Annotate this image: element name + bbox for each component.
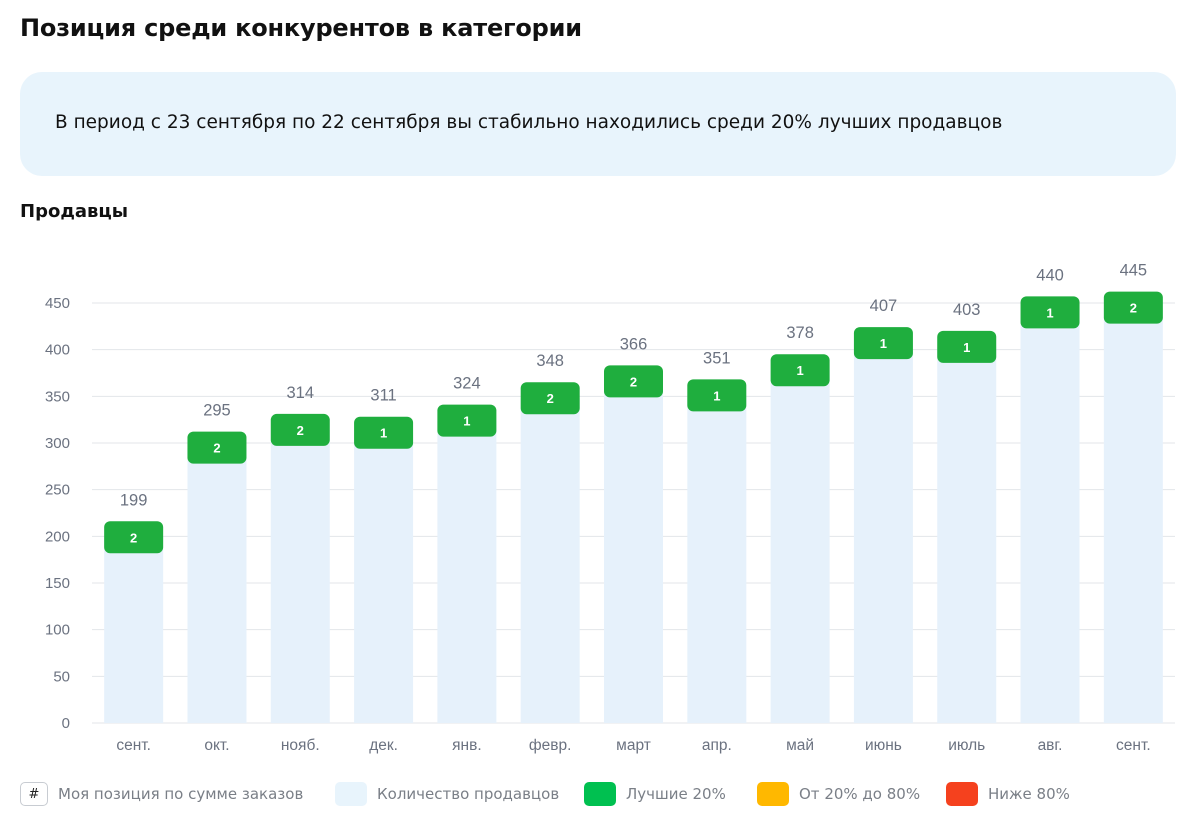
rank-badge-label: 2: [297, 423, 304, 438]
bar: [937, 346, 997, 723]
legend-item-low[interactable]: Ниже 80%: [946, 782, 1070, 806]
y-tick-label: 200: [45, 528, 70, 545]
legend-label-mid: От 20% до 80%: [799, 785, 921, 803]
bar-value-label: 445: [1120, 262, 1148, 280]
rank-badge: [853, 327, 913, 360]
rank-badge: [937, 330, 997, 363]
bar: [604, 381, 663, 723]
legend-label-my-position: Моя позиция по сумме заказов: [58, 785, 304, 803]
x-tick-label: нояб.: [281, 737, 320, 754]
rank-badge: [354, 416, 414, 449]
rank-badge: [687, 379, 747, 412]
x-tick-label: март: [616, 737, 651, 754]
bar: [1103, 307, 1163, 723]
y-tick-label: 150: [45, 575, 70, 592]
x-tick-label: май: [786, 737, 814, 754]
bar-value-label: 324: [453, 375, 481, 393]
bar: [853, 343, 913, 723]
bar-value-label: 314: [287, 384, 315, 402]
bar-value-label: 295: [203, 402, 231, 420]
rank-badge-label: 2: [130, 530, 137, 545]
x-tick-label: авг.: [1038, 737, 1063, 754]
bar: [687, 395, 747, 723]
bar-value-label: 407: [870, 297, 898, 315]
x-tick-label: февр.: [529, 737, 572, 754]
legend-item-mid[interactable]: От 20% до 80%: [757, 782, 920, 806]
bar: [437, 420, 497, 723]
x-tick-label: янв.: [452, 737, 482, 754]
rank-badge-label: 1: [880, 336, 887, 351]
y-tick-label: 50: [53, 668, 70, 685]
rank-badge-label: 2: [213, 441, 220, 456]
bar-value-label: 311: [370, 387, 396, 405]
rank-badge-label: 1: [380, 426, 387, 441]
bar: [520, 398, 580, 723]
chart-legend: # Моя позиция по сумме заказов Количеств…: [20, 782, 1180, 806]
rank-badge: [1103, 291, 1163, 324]
y-tick-label: 350: [45, 388, 70, 405]
bar: [354, 432, 414, 723]
sellers-bar-chart: 0 50 100 150 200 250 300 350 400 450 199 2 сент. 295 2…: [45, 262, 1175, 754]
mid-swatch: [757, 782, 789, 806]
rank-badge-label: 1: [713, 388, 720, 403]
low-swatch: [946, 782, 978, 806]
rank-badge-label: 2: [547, 391, 554, 406]
bar-value-label: 199: [120, 491, 148, 509]
seller-count-swatch: [335, 782, 367, 806]
bar-value-label: 366: [620, 335, 648, 353]
rank-badge: [770, 354, 830, 387]
rank-badge-label: 2: [630, 374, 637, 389]
rank-badge-label: 1: [796, 363, 803, 378]
top20-swatch: [584, 782, 616, 806]
x-tick-label: июль: [948, 737, 985, 754]
info-message: В период с 23 сентября по 22 сентября вы…: [55, 112, 1003, 133]
bar-value-label: 440: [1036, 266, 1064, 284]
x-tick-label: июнь: [865, 737, 902, 754]
legend-item-my-position[interactable]: # Моя позиция по сумме заказов: [20, 782, 303, 806]
rank-badge: [104, 521, 164, 554]
x-tick-label: окт.: [204, 737, 229, 754]
info-banner: В период с 23 сентября по 22 сентября вы…: [20, 72, 1176, 176]
rank-badge: [187, 431, 247, 464]
bar-value-label: 348: [536, 352, 564, 370]
rank-badge: [1020, 296, 1080, 329]
chart-section-title: Продавцы: [20, 201, 129, 222]
legend-item-top20[interactable]: Лучшие 20%: [584, 782, 726, 806]
bar: [187, 447, 247, 723]
rank-badge-label: 2: [1130, 301, 1137, 316]
rank-badge: [520, 382, 580, 415]
bar-value-label: 351: [703, 349, 731, 367]
rank-badge-label: 1: [1046, 305, 1053, 320]
bar-value-label: 378: [786, 324, 814, 342]
bar: [1020, 312, 1080, 723]
rank-badge: [604, 365, 663, 398]
page-title: Позиция среди конкурентов в категории: [20, 14, 582, 42]
legend-item-seller-count[interactable]: Количество продавцов: [335, 782, 559, 806]
rank-badge-label: 1: [463, 414, 470, 429]
hash-icon: #: [20, 782, 48, 806]
y-tick-label: 250: [45, 482, 70, 499]
y-tick-label: 300: [45, 435, 70, 452]
y-tick-label: 0: [62, 715, 70, 732]
legend-label-top20: Лучшие 20%: [626, 785, 726, 803]
legend-label-low: Ниже 80%: [988, 785, 1070, 803]
y-tick-label: 450: [45, 295, 70, 312]
x-tick-label: апр.: [702, 737, 732, 754]
rank-badge: [270, 413, 330, 446]
y-tick-label: 100: [45, 622, 70, 639]
rank-badge-label: 1: [963, 340, 970, 355]
bar: [104, 537, 164, 723]
x-tick-label: сент.: [1116, 737, 1151, 754]
x-tick-label: дек.: [369, 737, 398, 754]
bar: [270, 429, 330, 723]
x-tick-label: сент.: [116, 737, 151, 754]
bar-value-label: 403: [953, 301, 981, 319]
legend-label-seller-count: Количество продавцов: [377, 785, 560, 803]
y-tick-label: 400: [45, 342, 70, 359]
bar: [770, 370, 830, 723]
rank-badge: [437, 404, 497, 437]
